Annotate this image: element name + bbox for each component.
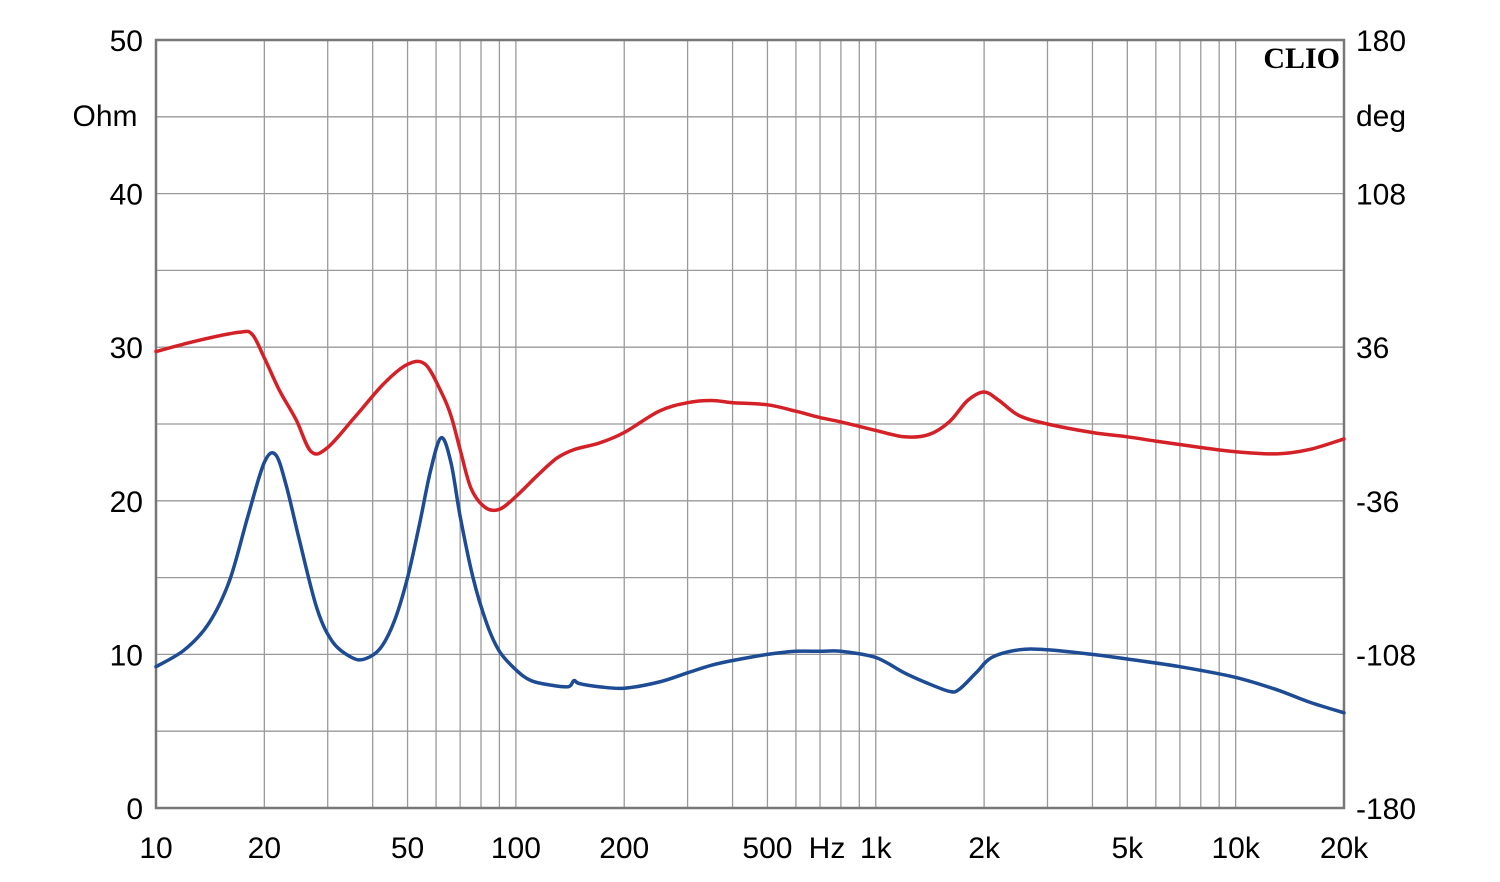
y-tick-label: 10	[110, 639, 143, 672]
left-axis-unit: Ohm	[72, 100, 137, 133]
impedance-curve	[154, 436, 1346, 715]
clio-brand-label: CLIO	[1263, 42, 1340, 75]
x-tick-label: 20k	[1320, 832, 1369, 865]
x-tick-label: 50	[391, 832, 424, 865]
y2-tick-label: -180	[1356, 793, 1416, 826]
label-layer: 10 20 50 100 200 500 1k 2k 5k 10k 20k 0 10 20 30 40 50 -1…	[110, 25, 1416, 865]
x-tick-label: 20	[248, 832, 281, 865]
y2-tick-label: 36	[1356, 332, 1389, 365]
y2-tick-label: 108	[1356, 179, 1406, 212]
phase-curve	[154, 329, 1346, 513]
y2-tick-label: -36	[1356, 486, 1399, 519]
y2-tick-label: -108	[1356, 639, 1416, 672]
right-axis-unit: deg	[1356, 100, 1406, 133]
y-tick-label: 50	[110, 25, 143, 58]
x-tick-label: 100	[491, 832, 541, 865]
y-tick-label: 40	[110, 179, 143, 212]
y-tick-label: 0	[126, 793, 143, 826]
grid	[156, 40, 1344, 808]
x-tick-label: 5k	[1111, 832, 1144, 865]
x-tick-label: 2k	[968, 832, 1001, 865]
x-axis-unit: Hz	[809, 832, 846, 865]
x-tick-label: 1k	[860, 832, 893, 865]
plot-frame	[154, 38, 1346, 810]
series-layer	[154, 329, 1346, 715]
y-tick-label: 20	[110, 486, 143, 519]
x-tick-label: 10k	[1211, 832, 1260, 865]
x-tick-label: 200	[599, 832, 649, 865]
y2-tick-label: 180	[1356, 25, 1406, 58]
x-tick-label: 10	[139, 832, 172, 865]
y-tick-label: 30	[110, 332, 143, 365]
x-tick-label: 500	[742, 832, 792, 865]
